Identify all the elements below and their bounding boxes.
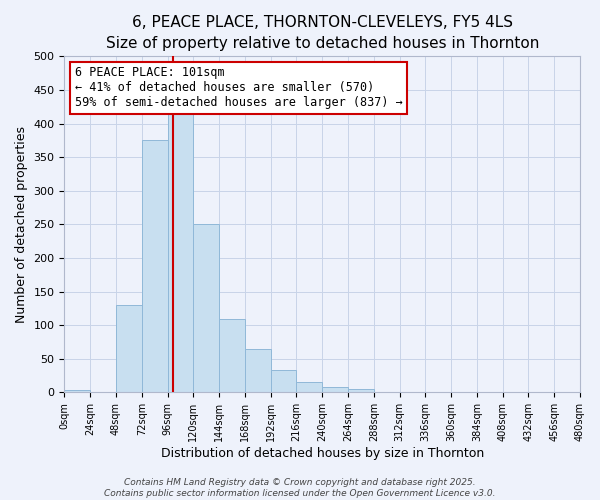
Bar (142, 140, 167, 392)
Bar (64, 390, 90, 392)
Text: 6 PEACE PLACE: 101sqm
← 41% of detached houses are smaller (570)
59% of semi-det: 6 PEACE PLACE: 101sqm ← 41% of detached … (75, 66, 403, 110)
X-axis label: Distribution of detached houses by size in Thornton: Distribution of detached houses by size … (161, 447, 484, 460)
Bar (219, 318, 245, 392)
Bar (245, 349, 271, 393)
Bar (167, 110, 193, 393)
Bar (322, 387, 348, 392)
Y-axis label: Number of detached properties: Number of detached properties (15, 126, 28, 323)
Bar (116, 305, 142, 392)
Bar (348, 389, 374, 392)
Title: 6, PEACE PLACE, THORNTON-CLEVELEYS, FY5 4LS
Size of property relative to detache: 6, PEACE PLACE, THORNTON-CLEVELEYS, FY5 … (106, 15, 539, 51)
Bar (271, 370, 296, 392)
Bar (296, 382, 322, 392)
Bar (193, 224, 219, 392)
Text: Contains HM Land Registry data © Crown copyright and database right 2025.
Contai: Contains HM Land Registry data © Crown c… (104, 478, 496, 498)
